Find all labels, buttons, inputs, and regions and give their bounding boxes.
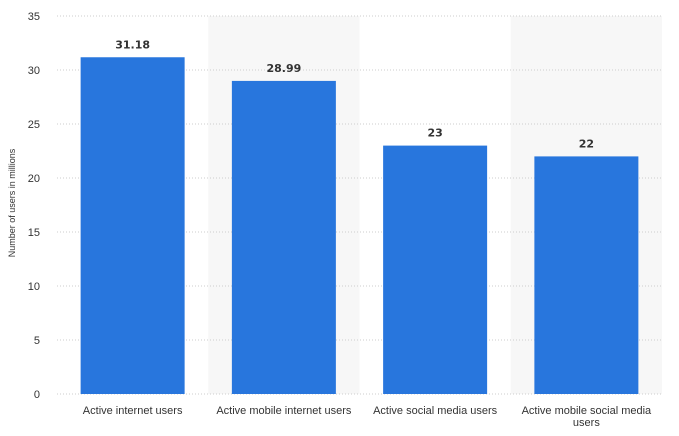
x-axis-labels: Active internet users Active mobile inter…: [83, 405, 652, 429]
bar: [383, 145, 488, 394]
bars: [80, 57, 639, 395]
y-tick-label: 5: [34, 335, 40, 347]
bar: [534, 156, 639, 394]
y-tick-label: 20: [28, 173, 40, 185]
y-axis-title: Number of users in millions: [7, 148, 17, 257]
bar: [231, 80, 336, 395]
y-tick-label: 10: [28, 281, 40, 293]
x-tick-label: Active internet users: [83, 405, 183, 417]
y-tick-label: 35: [28, 11, 40, 23]
data-label: 31.18: [115, 38, 150, 51]
y-tick-label: 30: [28, 65, 40, 77]
y-axis-ticks: 0 5 10 15 20 25 30 35: [28, 11, 40, 401]
data-label: 23: [427, 127, 442, 140]
data-labels: 31.18 28.99 23 22: [115, 38, 594, 150]
y-tick-label: 15: [28, 227, 40, 239]
bar: [80, 57, 185, 394]
y-tick-label: 0: [34, 389, 40, 401]
data-label: 28.99: [266, 62, 301, 75]
x-tick-label: Active mobile internet users: [216, 405, 352, 417]
x-tick-label: Active social media users: [373, 405, 498, 417]
y-tick-label: 25: [28, 119, 40, 131]
data-label: 22: [579, 137, 594, 150]
x-tick-label: Active mobile social media users: [522, 405, 652, 429]
